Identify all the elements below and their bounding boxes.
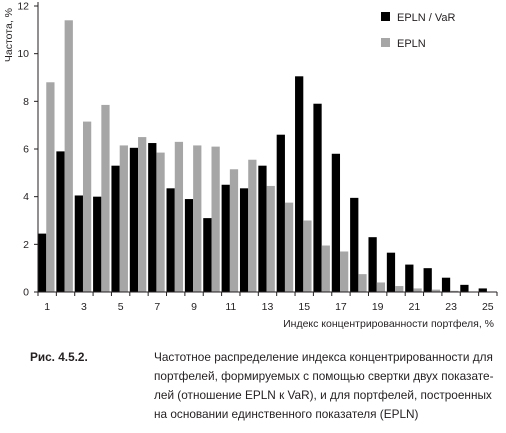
- x-tick-label-1: 1: [44, 301, 50, 313]
- x-tick-label-7: 7: [154, 301, 160, 313]
- bar-epln-var-18: [350, 197, 359, 292]
- x-tick-label-15: 15: [298, 301, 310, 313]
- y-tick-label-4: 4: [23, 191, 29, 203]
- y-tick-label-8: 8: [23, 96, 29, 108]
- bar-epln-18: [358, 274, 367, 293]
- bar-epln-2: [64, 20, 73, 293]
- bar-epln-var-17: [331, 153, 341, 292]
- y-tick-label-12: 12: [17, 1, 29, 13]
- bars-layer: [38, 20, 487, 293]
- bar-epln-10: [211, 146, 220, 292]
- bar-epln-var-8: [166, 188, 175, 292]
- bar-epln-21: [413, 288, 422, 292]
- x-axis-title: Индекс концентрированности портфеля, %: [283, 318, 494, 330]
- x-tick-label-3: 3: [81, 301, 87, 313]
- bar-epln-5: [119, 145, 128, 292]
- x-tick-label-9: 9: [191, 301, 197, 313]
- y-axis: 0 2 4 6 8 10 12: [17, 1, 39, 299]
- figure-number: Рис. 4.5.2.: [30, 350, 88, 364]
- bar-epln-9: [193, 145, 202, 292]
- x-tick-label-25: 25: [482, 301, 494, 313]
- bar-epln-var-21: [405, 264, 414, 292]
- bar-epln-var-16: [313, 103, 322, 292]
- bar-epln-6: [138, 137, 147, 292]
- legend-label-epln-var: EPLN / VaR: [397, 12, 456, 24]
- y-axis-title: Частота, %: [3, 8, 15, 62]
- y-tick-label-0: 0: [23, 287, 29, 299]
- bar-epln-16: [321, 245, 330, 292]
- x-tick-label-5: 5: [118, 301, 124, 313]
- bar-epln-14: [284, 202, 294, 293]
- bar-epln-var-24: [460, 284, 469, 292]
- bar-epln-7: [156, 152, 165, 292]
- figure-caption-text: Частотное распределение индекса концентр…: [154, 350, 494, 421]
- bar-epln-19: [376, 282, 385, 292]
- bar-epln-var-14: [276, 134, 285, 292]
- bar-epln-var-20: [386, 252, 396, 292]
- bar-epln-var-11: [221, 184, 230, 292]
- bar-epln-var-9: [184, 199, 194, 292]
- bar-epln-var-7: [148, 143, 157, 292]
- x-tick-label-23: 23: [445, 301, 457, 313]
- bar-epln-var-25: [478, 288, 487, 292]
- legend-label-epln: EPLN: [397, 38, 426, 50]
- bar-epln-8: [174, 141, 184, 292]
- bar-epln-var-13: [258, 165, 267, 292]
- legend: EPLN / VaR EPLN: [381, 12, 456, 50]
- x-axis: 1 3 5 7 9 11 13 15 17 19 21 23 25: [37, 291, 498, 313]
- x-tick-label-11: 11: [225, 301, 236, 313]
- y-tick-label-2: 2: [23, 239, 29, 251]
- legend-swatch-epln-var: [381, 12, 390, 21]
- bar-epln-var-2: [56, 151, 65, 292]
- x-tick-label-19: 19: [372, 301, 384, 313]
- x-tick-label-17: 17: [335, 301, 347, 313]
- y-tick-label-10: 10: [17, 48, 29, 60]
- bar-epln-11: [229, 169, 239, 292]
- bar-epln-var-4: [93, 196, 102, 292]
- bar-epln-13: [266, 185, 275, 292]
- bar-epln-20: [395, 286, 404, 292]
- bar-epln-17: [340, 251, 349, 292]
- bar-epln-var-22: [423, 268, 432, 292]
- legend-swatch-epln: [381, 38, 390, 47]
- x-tick-label-13: 13: [262, 301, 274, 313]
- bar-epln-3: [82, 121, 92, 292]
- bar-epln-22: [431, 289, 441, 292]
- bar-epln-15: [303, 220, 312, 292]
- bar-epln-var-19: [368, 237, 377, 292]
- bar-epln-var-15: [295, 76, 304, 292]
- bar-epln-4: [101, 104, 110, 292]
- bar-epln-12: [248, 159, 257, 292]
- bar-epln-var-12: [239, 188, 249, 292]
- bar-epln-var-5: [111, 165, 120, 292]
- bar-epln-var-10: [203, 218, 212, 292]
- bar-epln-var-1: [38, 233, 47, 292]
- bar-epln-23: [450, 290, 459, 292]
- x-tick-label-21: 21: [409, 301, 421, 313]
- bar-epln-var-3: [74, 195, 83, 292]
- y-tick-label-6: 6: [23, 144, 29, 156]
- bar-epln-var-23: [441, 277, 451, 292]
- bar-epln-1: [46, 82, 55, 293]
- bar-epln-var-6: [129, 147, 139, 292]
